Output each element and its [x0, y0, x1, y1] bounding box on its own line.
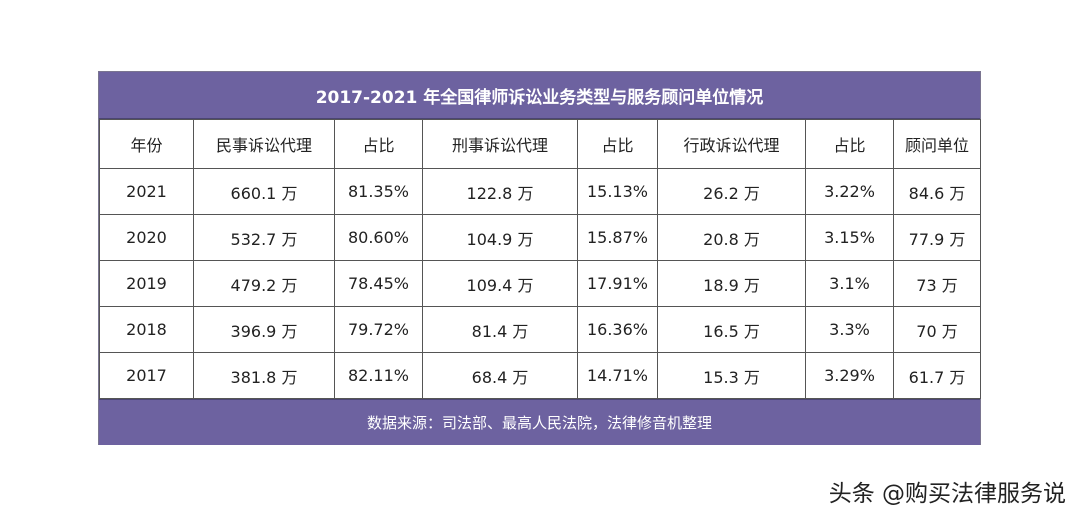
- table-cell: 84.6 万: [893, 168, 981, 215]
- table-cell: 3.29%: [805, 352, 894, 399]
- data-table: 年份 民事诉讼代理 占比 刑事诉讼代理 占比 行政诉讼代理 占比 顾问单位 20…: [99, 119, 981, 399]
- table-cell: 104.9 万: [422, 214, 578, 261]
- table-cell: 122.8 万: [422, 168, 578, 215]
- header-criminal-ratio: 占比: [577, 119, 658, 169]
- table-row: 2017 381.8 万 82.11% 68.4 万 14.71% 15.3 万…: [99, 352, 981, 399]
- table-cell: 3.1%: [805, 260, 894, 307]
- table-cell: 396.9 万: [193, 306, 335, 353]
- table-cell: 660.1 万: [193, 168, 335, 215]
- table-cell: 26.2 万: [657, 168, 806, 215]
- table-cell: 78.45%: [334, 260, 423, 307]
- table-cell: 81.35%: [334, 168, 423, 215]
- table-cell: 77.9 万: [893, 214, 981, 261]
- table-cell: 532.7 万: [193, 214, 335, 261]
- table-cell: 109.4 万: [422, 260, 578, 307]
- table-cell: 3.22%: [805, 168, 894, 215]
- table-cell: 82.11%: [334, 352, 423, 399]
- table-row: 2021 660.1 万 81.35% 122.8 万 15.13% 26.2 …: [99, 168, 981, 215]
- table-cell: 15.13%: [577, 168, 658, 215]
- table-cell: 479.2 万: [193, 260, 335, 307]
- data-table-container: 2017-2021 年全国律师诉讼业务类型与服务顾问单位情况 年份 民事诉讼代理…: [98, 71, 981, 445]
- header-civil: 民事诉讼代理: [193, 119, 335, 169]
- table-cell: 68.4 万: [422, 352, 578, 399]
- table-cell: 80.60%: [334, 214, 423, 261]
- header-civil-ratio: 占比: [334, 119, 423, 169]
- table-cell: 79.72%: [334, 306, 423, 353]
- table-cell: 2017: [99, 352, 194, 399]
- header-year: 年份: [99, 119, 194, 169]
- table-cell: 2018: [99, 306, 194, 353]
- table-row: 2018 396.9 万 79.72% 81.4 万 16.36% 16.5 万…: [99, 306, 981, 353]
- header-administrative-ratio: 占比: [805, 119, 894, 169]
- table-cell: 70 万: [893, 306, 981, 353]
- header-advisory-units: 顾问单位: [893, 119, 981, 169]
- table-title: 2017-2021 年全国律师诉讼业务类型与服务顾问单位情况: [99, 72, 980, 119]
- table-cell: 2019: [99, 260, 194, 307]
- table-cell: 18.9 万: [657, 260, 806, 307]
- table-cell: 15.87%: [577, 214, 658, 261]
- table-cell: 14.71%: [577, 352, 658, 399]
- header-criminal: 刑事诉讼代理: [422, 119, 578, 169]
- table-cell: 2021: [99, 168, 194, 215]
- table-cell: 3.15%: [805, 214, 894, 261]
- table-header-row: 年份 民事诉讼代理 占比 刑事诉讼代理 占比 行政诉讼代理 占比 顾问单位: [99, 119, 981, 169]
- table-cell: 61.7 万: [893, 352, 981, 399]
- table-row: 2020 532.7 万 80.60% 104.9 万 15.87% 20.8 …: [99, 214, 981, 261]
- table-cell: 381.8 万: [193, 352, 335, 399]
- table-cell: 2020: [99, 214, 194, 261]
- table-cell: 81.4 万: [422, 306, 578, 353]
- table-cell: 20.8 万: [657, 214, 806, 261]
- table-source-note: 数据来源：司法部、最高人民法院，法律修音机整理: [99, 399, 980, 445]
- table-cell: 3.3%: [805, 306, 894, 353]
- watermark-text: 头条 @购买法律服务说: [828, 481, 1066, 507]
- table-cell: 73 万: [893, 260, 981, 307]
- table-row: 2019 479.2 万 78.45% 109.4 万 17.91% 18.9 …: [99, 260, 981, 307]
- table-cell: 17.91%: [577, 260, 658, 307]
- header-administrative: 行政诉讼代理: [657, 119, 806, 169]
- table-cell: 16.5 万: [657, 306, 806, 353]
- table-cell: 16.36%: [577, 306, 658, 353]
- table-cell: 15.3 万: [657, 352, 806, 399]
